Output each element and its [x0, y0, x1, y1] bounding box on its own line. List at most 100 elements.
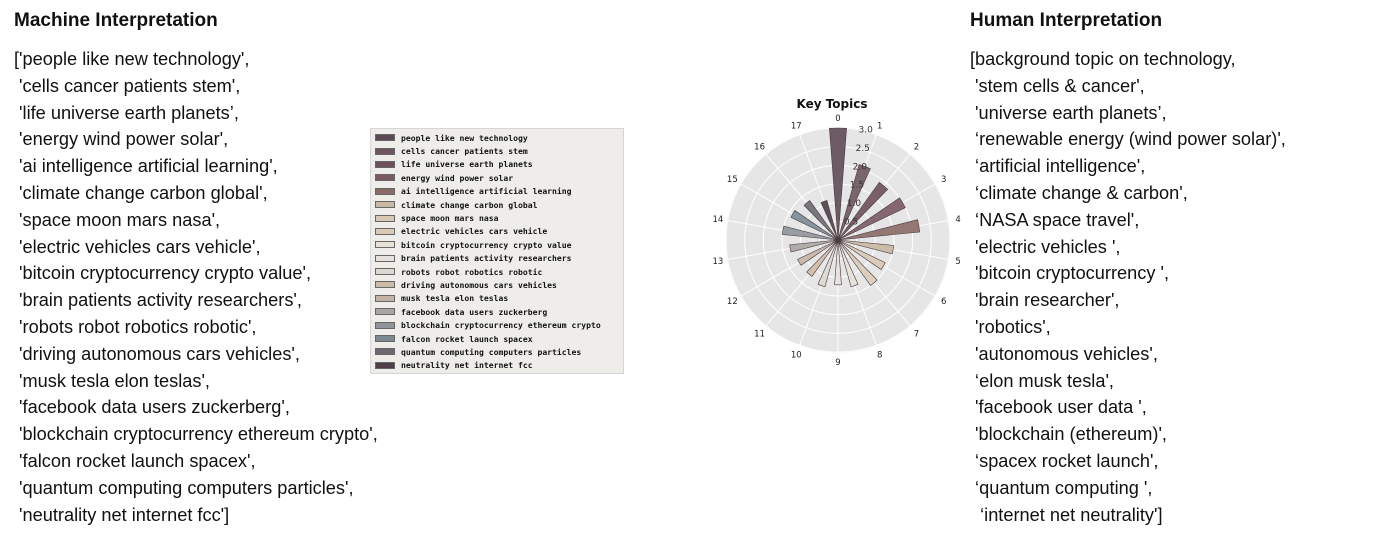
legend-swatch — [375, 308, 395, 316]
topic-line: 'neutrality net internet fcc'] — [14, 504, 230, 525]
angular-tick-label: 7 — [914, 329, 919, 339]
polar-bar — [797, 239, 839, 266]
polar-bar — [790, 210, 839, 241]
legend-label: blockchain cryptocurrency ethereum crypt… — [401, 320, 601, 331]
angular-tick-label: 14 — [712, 215, 723, 225]
legend-item: energy wind power solar — [375, 171, 623, 184]
radial-tick-label: 0.5 — [844, 218, 858, 228]
angular-tick-label: 12 — [727, 297, 738, 307]
topic-line: 'electric vehicles ', — [970, 236, 1121, 257]
angular-tick-label: 0 — [835, 114, 840, 124]
topic-line: 'autonomous vehicles', — [970, 343, 1158, 364]
angular-tick-label: 6 — [941, 297, 946, 307]
radial-tick-label: 1.5 — [850, 181, 864, 191]
machine-interpretation-title: Machine Interpretation — [14, 10, 218, 31]
legend-label: climate change carbon global — [401, 199, 538, 210]
legend-swatch — [375, 134, 395, 142]
legend-item: robots robot robotics robotic — [375, 265, 623, 278]
radial-tick-label: 1.0 — [847, 199, 862, 209]
topic-line: 'energy wind power solar', — [14, 129, 229, 150]
chart-legend: people like new technology cells cancer p… — [370, 128, 624, 374]
legend-item: cells cancer patients stem — [375, 144, 623, 157]
angular-tick-label: 8 — [877, 351, 882, 361]
polar-bar — [829, 127, 847, 241]
radial-tick-label: 2.5 — [856, 144, 870, 154]
angular-tick-label: 1 — [877, 121, 882, 131]
human-interpretation-title: Human Interpretation — [970, 10, 1163, 31]
radial-tick-label: 2.0 — [853, 162, 868, 172]
topic-line: [background topic on technology, — [970, 49, 1236, 69]
polar-bar — [837, 239, 895, 255]
topic-line: 'falcon rocket launch spacex', — [14, 450, 256, 471]
angular-tick-label: 11 — [754, 329, 765, 339]
polar-bar — [806, 239, 839, 277]
legend-label: neutrality net internet fcc — [401, 360, 533, 371]
topic-line: 'driving autonomous cars vehicles', — [14, 343, 300, 364]
topic-line: 'quantum computing computers particles', — [14, 477, 354, 498]
legend-swatch — [375, 227, 395, 235]
legend-item: space moon mars nasa — [375, 211, 623, 224]
legend-label: ai intelligence artificial learning — [401, 186, 572, 197]
topic-line: 'life universe earth planets’, — [14, 102, 239, 123]
legend-label: falcon rocket launch spacex — [401, 333, 533, 344]
legend-label: quantum computing computers particles — [401, 346, 582, 357]
polar-bar — [834, 239, 842, 286]
legend-label: energy wind power solar — [401, 172, 514, 183]
polar-bar — [837, 164, 871, 241]
angular-tick-label: 5 — [955, 257, 960, 267]
angular-tick-label: 9 — [835, 358, 840, 368]
legend-item: people like new technology — [375, 131, 623, 144]
legend-item: climate change carbon global — [375, 198, 623, 211]
topic-line: 'electric vehicles cars vehicle', — [14, 236, 261, 257]
angular-tick-label: 3 — [941, 175, 946, 185]
topic-line: ['people like new technology', — [14, 49, 250, 69]
topic-line: 'robotics', — [970, 316, 1051, 337]
topic-line: ‘renewable energy (wind power solar)', — [970, 129, 1286, 150]
legend-swatch — [375, 160, 395, 168]
legend-swatch — [375, 281, 395, 289]
polar-bar — [817, 239, 839, 288]
legend-label: robots robot robotics robotic — [401, 266, 543, 277]
legend-label: life universe earth planets — [401, 159, 533, 170]
legend-swatch — [375, 174, 395, 182]
radial-tick-label: 3.0 — [859, 125, 874, 135]
topic-line: 'blockchain cryptocurrency ethereum cryp… — [14, 424, 378, 445]
topic-line: 'ai intelligence artificial learning', — [14, 156, 278, 177]
polar-bar — [837, 197, 906, 241]
legend-swatch — [375, 241, 395, 249]
legend-item: falcon rocket launch spacex — [375, 332, 623, 345]
legend-item: brain patients activity researchers — [375, 252, 623, 265]
legend-swatch — [375, 348, 395, 356]
legend-label: musk tesla elon teslas — [401, 293, 509, 304]
legend-swatch — [375, 187, 395, 195]
polar-bar — [781, 225, 839, 241]
legend-swatch — [375, 201, 395, 209]
polar-bar — [837, 239, 886, 270]
human-topic-list: [background topic on technology, 'stem c… — [970, 46, 1286, 528]
legend-item: facebook data users zuckerberg — [375, 305, 623, 318]
polar-bar — [803, 200, 839, 241]
legend-swatch — [375, 214, 395, 222]
angular-tick-label: 10 — [791, 351, 802, 361]
legend-item: neutrality net internet fcc — [375, 359, 623, 372]
topic-line: ‘spacex rocket launch', — [970, 450, 1159, 471]
angular-tick-label: 4 — [955, 215, 960, 225]
machine-topic-list: ['people like new technology', 'cells ca… — [14, 46, 378, 528]
topic-line: 'space moon mars nasa', — [14, 209, 221, 230]
topic-line: 'brain researcher', — [970, 290, 1120, 311]
chart-title: Key Topics — [796, 97, 867, 111]
legend-item: electric vehicles cars vehicle — [375, 225, 623, 238]
legend-swatch — [375, 254, 395, 262]
legend-swatch — [375, 361, 395, 369]
legend-swatch — [375, 268, 395, 276]
legend-label: electric vehicles cars vehicle — [401, 226, 548, 237]
legend-label: people like new technology — [401, 132, 528, 143]
topic-line: 'cells cancer patients stem', — [14, 75, 241, 96]
legend-swatch — [375, 147, 395, 155]
angular-tick-label: 13 — [712, 257, 723, 267]
legend-label: space moon mars nasa — [401, 213, 499, 224]
topic-line: 'robots robot robotics robotic', — [14, 316, 257, 337]
polar-bar-chart: 0.51.01.52.02.53.00123456789101112131415… — [712, 97, 960, 368]
legend-item: musk tesla elon teslas — [375, 292, 623, 305]
angular-tick-label: 15 — [727, 175, 738, 185]
